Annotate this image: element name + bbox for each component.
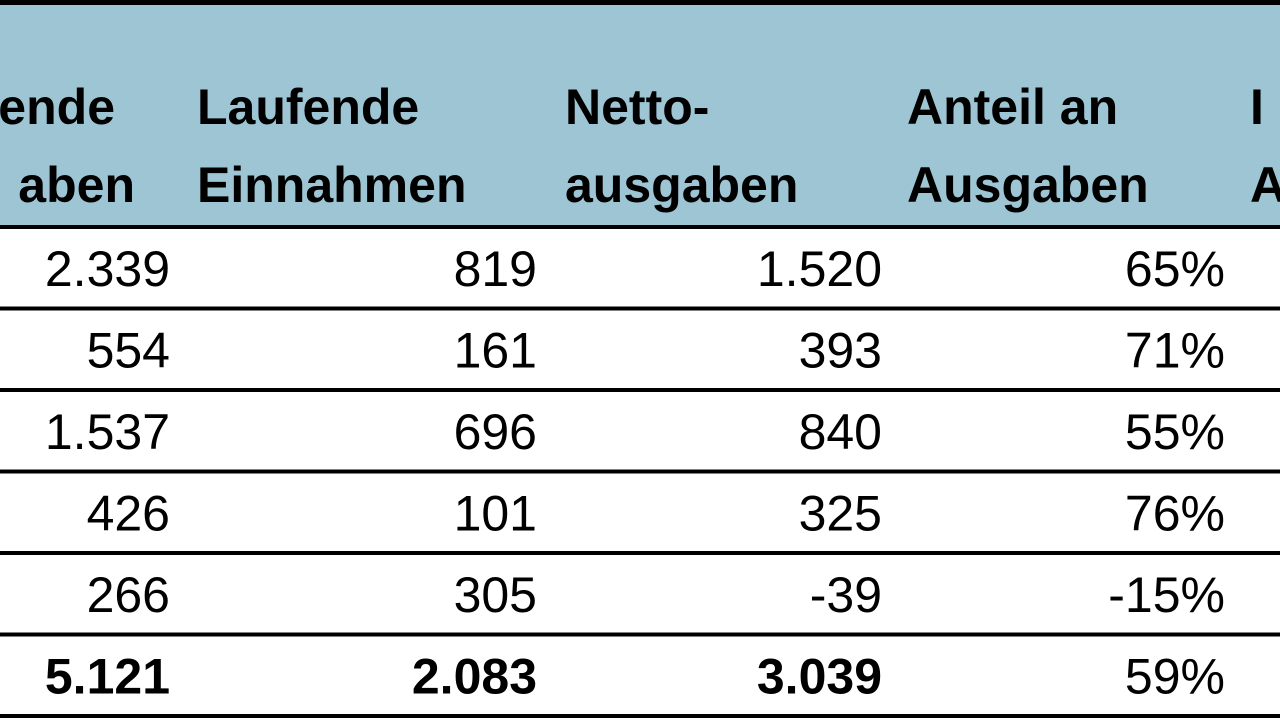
header-cell: Laufende — [197, 79, 419, 135]
table-cell: 840 — [799, 404, 882, 460]
table-cell: 2.083 — [412, 649, 537, 705]
table-cell: 696 — [454, 404, 537, 460]
table-cell: 819 — [454, 241, 537, 297]
header-cell: ende — [0, 79, 115, 135]
row-border — [0, 388, 1280, 392]
table-cell: 393 — [799, 323, 882, 379]
header-background — [0, 5, 1280, 226]
row-border — [0, 714, 1280, 718]
table-cell: 101 — [454, 486, 537, 542]
table-cell: 65% — [1125, 241, 1225, 297]
table-cell: 554 — [87, 323, 170, 379]
header-cell: aben — [18, 157, 135, 213]
header-cell: I — [1250, 79, 1264, 135]
header-cell: Einnahmen — [197, 157, 466, 213]
table-cell: 2.339 — [45, 241, 170, 297]
header-cell: A — [1250, 157, 1280, 213]
top-border — [0, 0, 1280, 5]
table-cell: 71% — [1125, 323, 1225, 379]
table-cell: 305 — [454, 567, 537, 623]
row-border — [0, 632, 1280, 637]
table-cell: 426 — [87, 486, 170, 542]
header-cell: ausgaben — [565, 157, 798, 213]
table-cell: 161 — [454, 323, 537, 379]
table-cell: 1.537 — [45, 404, 170, 460]
header-cell: Ausgaben — [907, 157, 1149, 213]
table-cell: 325 — [799, 486, 882, 542]
row-border — [0, 469, 1280, 474]
row-border — [0, 225, 1280, 229]
row-border — [0, 551, 1280, 555]
table-cell: 55% — [1125, 404, 1225, 460]
table-content: ende aben Laufende Einnahmen Netto-ausgaben A… — [0, 79, 1280, 718]
header-cell: Netto- — [565, 79, 709, 135]
header-cell: Anteil an — [907, 79, 1118, 135]
row-border — [0, 306, 1280, 311]
table-cell: 1.520 — [757, 241, 882, 297]
table-cell: 76% — [1125, 486, 1225, 542]
table-cell: 3.039 — [757, 649, 882, 705]
table-cell: 266 — [87, 567, 170, 623]
table-cell: 59% — [1125, 649, 1225, 705]
table-cell: -15% — [1108, 567, 1225, 623]
table-cell: 5.121 — [45, 649, 170, 705]
table-cell: -39 — [810, 567, 882, 623]
